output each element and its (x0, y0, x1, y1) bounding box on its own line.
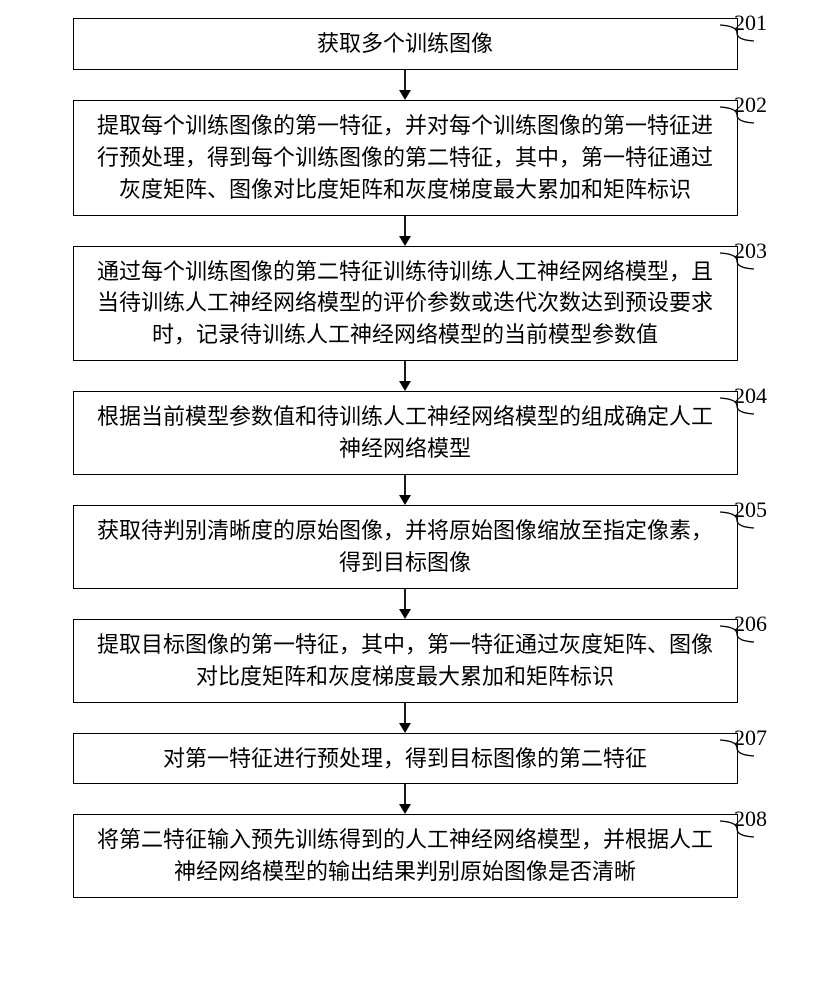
bracket-icon (719, 252, 755, 270)
step-box: 将第二特征输入预先训练得到的人工神经网络模型，并根据人工神经网络模型的输出结果判… (73, 814, 738, 898)
step-208: 将第二特征输入预先训练得到的人工神经网络模型，并根据人工神经网络模型的输出结果判… (45, 814, 765, 898)
step-203: 通过每个训练图像的第二特征训练待训练人工神经网络模型，且当待训练人工神经网络模型… (45, 246, 765, 362)
step-201: 获取多个训练图像201 (45, 18, 765, 70)
step-box: 提取目标图像的第一特征，其中，第一特征通过灰度矩阵、图像对比度矩阵和灰度梯度最大… (73, 619, 738, 703)
flowchart-container: 获取多个训练图像201 提取每个训练图像的第一特征，并对每个训练图像的第一特征进… (45, 18, 765, 898)
arrow-down-icon (45, 70, 765, 100)
arrow-down-icon (45, 475, 765, 505)
arrow-down-icon (45, 784, 765, 814)
step-202: 提取每个训练图像的第一特征，并对每个训练图像的第一特征进行预处理，得到每个训练图… (45, 100, 765, 216)
step-box: 对第一特征进行预处理，得到目标图像的第二特征 (73, 733, 738, 785)
step-205: 获取待判别清晰度的原始图像，并将原始图像缩放至指定像素，得到目标图像205 (45, 505, 765, 589)
step-box: 通过每个训练图像的第二特征训练待训练人工神经网络模型，且当待训练人工神经网络模型… (73, 246, 738, 362)
bracket-icon (719, 625, 755, 643)
bracket-icon (719, 106, 755, 124)
step-207: 对第一特征进行预处理，得到目标图像的第二特征207 (45, 733, 765, 785)
bracket-icon (719, 739, 755, 757)
step-box: 提取每个训练图像的第一特征，并对每个训练图像的第一特征进行预处理，得到每个训练图… (73, 100, 738, 216)
arrow-down-icon (45, 703, 765, 733)
arrow-down-icon (45, 589, 765, 619)
step-206: 提取目标图像的第一特征，其中，第一特征通过灰度矩阵、图像对比度矩阵和灰度梯度最大… (45, 619, 765, 703)
bracket-icon (719, 397, 755, 415)
step-204: 根据当前模型参数值和待训练人工神经网络模型的组成确定人工神经网络模型204 (45, 391, 765, 475)
bracket-icon (719, 24, 755, 42)
step-box: 获取待判别清晰度的原始图像，并将原始图像缩放至指定像素，得到目标图像 (73, 505, 738, 589)
step-box: 根据当前模型参数值和待训练人工神经网络模型的组成确定人工神经网络模型 (73, 391, 738, 475)
arrow-down-icon (45, 361, 765, 391)
step-box: 获取多个训练图像 (73, 18, 738, 70)
arrow-down-icon (45, 216, 765, 246)
bracket-icon (719, 820, 755, 838)
bracket-icon (719, 511, 755, 529)
